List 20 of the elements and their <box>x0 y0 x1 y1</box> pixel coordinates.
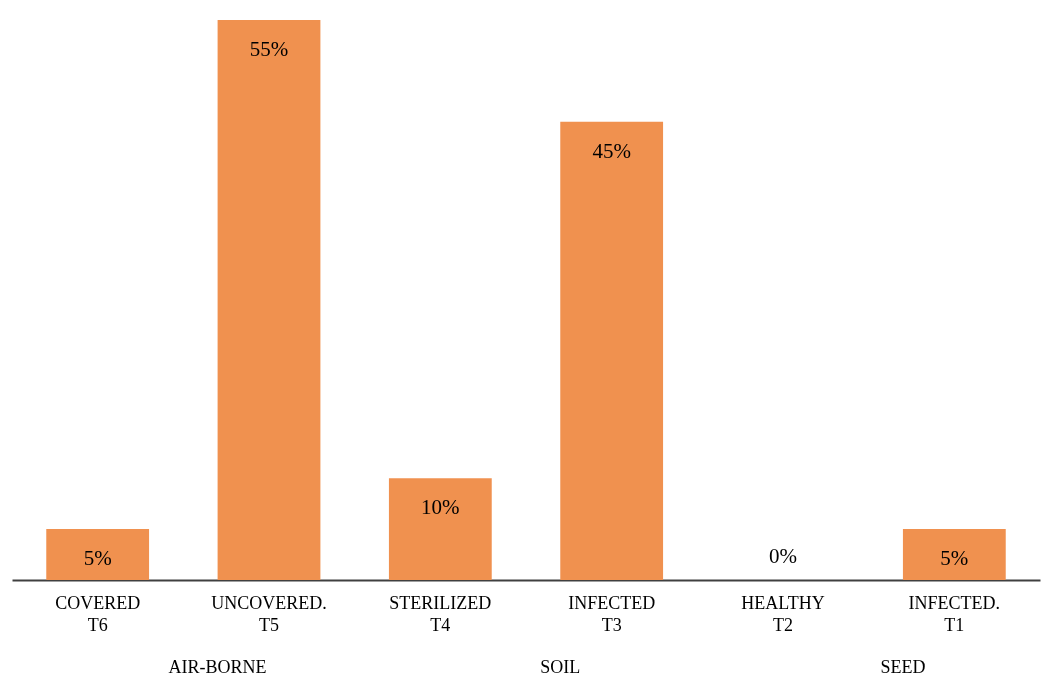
data-label: 5% <box>83 546 112 571</box>
x-tick-label: COVERED T6 <box>55 592 141 635</box>
x-tick-label: STERILIZED T4 <box>389 592 492 635</box>
x-tick-label: INFECTED T3 <box>568 592 656 635</box>
bar <box>388 478 492 580</box>
bar <box>217 20 321 580</box>
bar <box>560 121 664 580</box>
bar <box>902 529 1006 580</box>
data-label: 5% <box>940 546 969 571</box>
data-label: 0% <box>769 544 797 568</box>
x-tick-label: UNCOVERED. T5 <box>211 592 327 635</box>
text: SOIL <box>540 657 581 677</box>
x-tick-label: HEALTHY T2 <box>741 592 825 635</box>
text: AIR-BORNE <box>168 657 267 677</box>
data-label: 10% <box>421 495 460 520</box>
x-tick-label: INFECTED. T1 <box>908 592 1001 635</box>
data-label: 55% <box>249 37 289 61</box>
text: SEED <box>880 657 926 677</box>
data-label: 45% <box>592 138 631 163</box>
bar <box>46 529 150 580</box>
